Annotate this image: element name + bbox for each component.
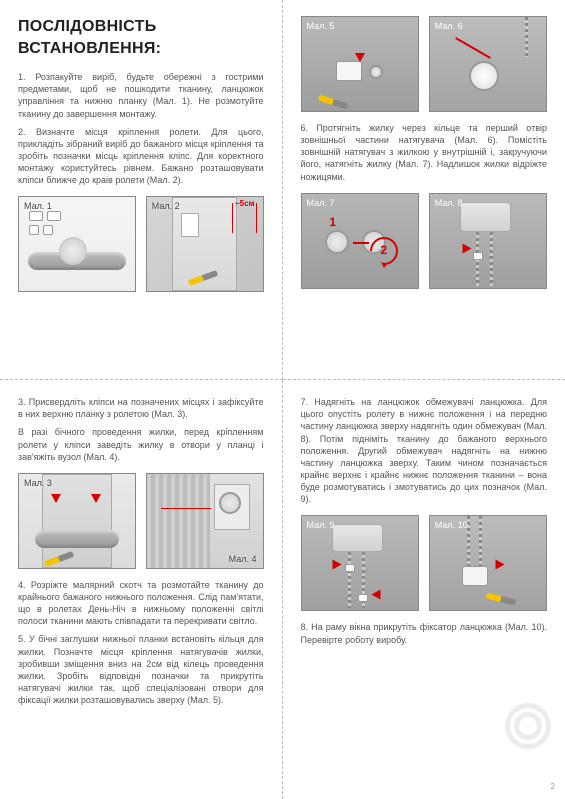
figure-3-caption: Мал. 3 — [24, 477, 52, 489]
figure-4-caption: Мал. 4 — [229, 553, 257, 565]
step-3a-text: 3. Присвердліть кліпси на позначених міс… — [18, 396, 264, 420]
step-1-text: 1. Розпакуйте виріб, будьте обережні з г… — [18, 71, 264, 120]
instruction-page: ПОСЛІДОВНІСТЬ ВСТАНОВЛЕННЯ: 1. Розпакуйт… — [0, 0, 565, 799]
figure-1-caption: Мал. 1 — [24, 200, 52, 212]
figure-8: Мал. 8 — [429, 193, 547, 289]
quadrant-top-right: Мал. 5 Мал. 6 6. Протягніть жилку через … — [283, 0, 565, 380]
figure-row-1-2: Мал. 1 Мал. 2 ~5см — [18, 196, 264, 292]
step-6-text: 6. Протягніть жилку через кільце та перш… — [301, 122, 548, 183]
figure-2-caption: Мал. 2 — [152, 200, 180, 212]
figure-row-9-10: Мал. 9 Мал. 10 — [301, 515, 548, 611]
figure-10: Мал. 10 — [429, 515, 547, 611]
step-7-text: 7. Надягніть на ланцюжок обмежувачі ланц… — [301, 396, 548, 505]
figure-5: Мал. 5 — [301, 16, 419, 112]
figure-6: Мал. 6 — [429, 16, 547, 112]
figure-row-5-6: Мал. 5 Мал. 6 — [301, 16, 548, 112]
watermark-icon — [505, 703, 551, 749]
figure-6-caption: Мал. 6 — [435, 20, 463, 32]
figure-2: Мал. 2 ~5см — [146, 196, 264, 292]
figure-3: Мал. 3 — [18, 473, 136, 569]
figure-5-caption: Мал. 5 — [307, 20, 335, 32]
quadrant-top-left: ПОСЛІДОВНІСТЬ ВСТАНОВЛЕННЯ: 1. Розпакуйт… — [0, 0, 283, 380]
figure-1: Мал. 1 — [18, 196, 136, 292]
step-2-text: 2. Визначте місця кріплення ролети. Для … — [18, 126, 264, 187]
figure-row-3-4: Мал. 3 Мал. 4 — [18, 473, 264, 569]
figure-4: Мал. 4 — [146, 473, 264, 569]
page-title: ПОСЛІДОВНІСТЬ ВСТАНОВЛЕННЯ: — [18, 16, 264, 59]
figure-7-caption: Мал. 7 — [307, 197, 335, 209]
figure-7: Мал. 7 1 2 — [301, 193, 419, 289]
quadrant-bottom-right: 7. Надягніть на ланцюжок обмежувачі ланц… — [283, 380, 565, 799]
figure-2-dimension: ~5см — [235, 199, 255, 210]
figure-10-caption: Мал. 10 — [435, 519, 468, 531]
figure-8-caption: Мал. 8 — [435, 197, 463, 209]
step-8-text: 8. На раму вікна прикрутіть фіксатор лан… — [301, 621, 548, 645]
step-4-text: 4. Розріжте малярний скотч та розмотайте… — [18, 579, 264, 628]
figure-9: Мал. 9 — [301, 515, 419, 611]
step-5-text: 5. У бічні заглушки нижньої планки встан… — [18, 633, 264, 706]
page-number: 2 — [551, 782, 555, 793]
figure-9-caption: Мал. 9 — [307, 519, 335, 531]
figure-row-7-8: Мал. 7 1 2 Мал. 8 — [301, 193, 548, 289]
quadrant-bottom-left: 3. Присвердліть кліпси на позначених міс… — [0, 380, 283, 799]
step-3b-text: В разі бічного проведення жилки, перед к… — [18, 426, 264, 462]
figure-7-num1: 1 — [329, 214, 336, 230]
